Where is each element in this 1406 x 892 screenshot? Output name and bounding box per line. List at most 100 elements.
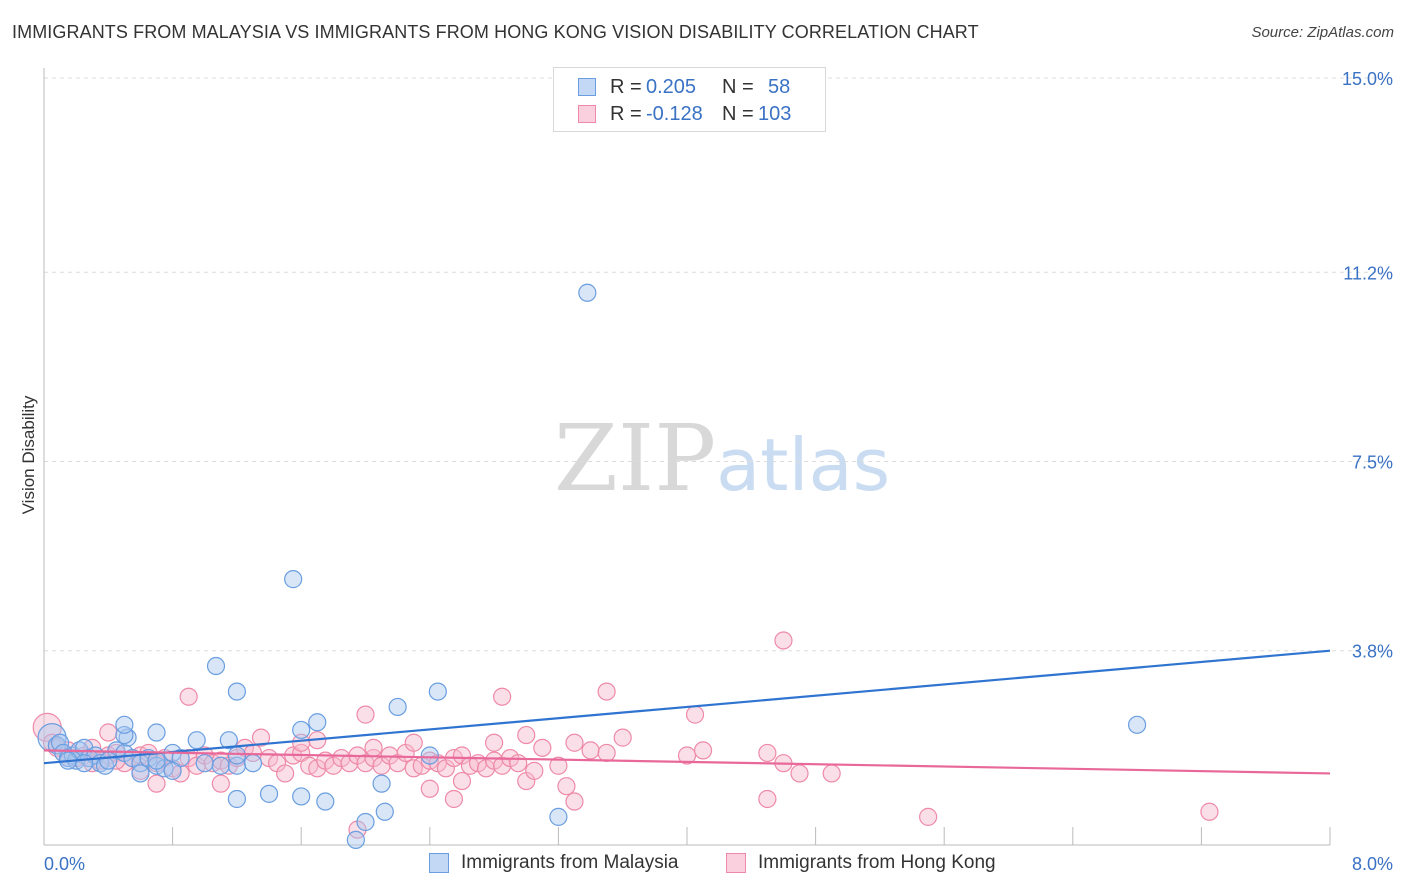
point-malaysia [1127,715,1147,734]
legend-r-value: 0.205 [646,75,697,98]
point-malaysia [549,807,568,826]
legend-r-label: R = [610,102,642,125]
trend-line-hong-kong [43,749,1331,775]
watermark-atlas: atlas [716,423,891,507]
legend-label-malaysia: Immigrants from Malaysia [461,852,679,873]
y-tick-labels: 3.8% 7.5% 11.2% 15.0% [1342,69,1393,662]
point-hong-kong [364,738,383,757]
point-hong-kong [693,741,713,760]
y-tick-label: 11.2% [1343,263,1393,283]
legend-row-hong-kong: R = -0.128 N = 103 [578,102,791,126]
point-hong-kong [493,687,512,706]
point-hong-kong [485,733,504,752]
watermark: ZIPatlas [554,405,890,512]
legend-n-label: N = [722,102,754,125]
point-hong-kong [525,761,544,780]
point-malaysia [420,746,439,765]
point-hong-kong [404,733,423,752]
point-hong-kong [1200,802,1219,821]
point-malaysia [163,761,182,780]
point-malaysia [206,656,226,676]
legend-row-malaysia: R = 0.205 N = 58 [578,75,790,99]
point-hong-kong [147,774,166,793]
correlation-legend: R = 0.205 N = 58 R = -0.128 N = 103 [553,67,826,132]
point-malaysia [375,802,394,821]
point-malaysia [356,812,375,832]
point-hong-kong [685,705,705,724]
point-hong-kong [597,743,616,763]
point-hong-kong [292,743,311,763]
point-malaysia [211,756,230,775]
point-malaysia [259,784,279,803]
series-legend: Immigrants from Malaysia Immigrants from… [0,852,1406,876]
point-malaysia [147,723,166,742]
point-malaysia [187,731,206,750]
point-hong-kong [557,777,576,796]
point-hong-kong [452,771,472,791]
point-hong-kong [420,779,439,798]
legend-item-hong-kong[interactable]: Immigrants from Hong Kong [726,852,996,874]
y-tick-label: 15.0% [1342,69,1393,89]
point-hong-kong [565,792,584,811]
legend-n-label: N = [722,75,754,98]
point-hong-kong [251,728,271,747]
legend-swatch-pink [578,105,596,123]
legend-r-label: R = [610,75,642,98]
point-hong-kong [919,807,938,826]
point-hong-kong [509,754,528,773]
point-hong-kong [758,743,777,763]
point-hong-kong [211,774,230,793]
point-malaysia [227,746,246,765]
point-hong-kong [517,725,536,745]
y-tick-label: 7.5% [1352,453,1393,473]
point-hong-kong [533,738,552,757]
y-tick-label: 3.8% [1352,642,1393,662]
point-malaysia [99,751,118,770]
trend-lines [43,649,1331,775]
point-hong-kong [444,789,464,809]
watermark-zip: ZIP [554,405,717,512]
point-malaysia [284,570,303,589]
y-axis-title: Vision Disability [19,395,38,514]
point-malaysia [428,682,447,701]
point-malaysia [388,697,407,717]
point-malaysia [578,283,597,302]
point-malaysia [115,725,134,745]
point-hong-kong [790,764,809,783]
point-hong-kong [549,756,568,775]
axes [43,68,1331,846]
point-malaysia [372,774,391,793]
legend-swatch-pink [726,853,746,873]
legend-r-value: -0.128 [646,102,703,125]
point-malaysia [292,720,311,740]
point-malaysia [346,830,365,849]
point-malaysia [219,731,238,750]
point-malaysia [75,754,94,773]
point-hong-kong [822,764,841,783]
x-tick-label: 8.0% [1352,854,1393,874]
legend-item-malaysia[interactable]: Immigrants from Malaysia [429,852,679,874]
x-tick-labels: 0.0% 8.0% [44,854,1393,874]
legend-label-hong-kong: Immigrants from Hong Kong [758,852,996,873]
point-hong-kong [774,631,793,650]
legend-n-value: 103 [758,102,792,125]
legend-swatch-blue [429,853,449,873]
point-malaysia [292,787,311,806]
point-malaysia [131,764,150,783]
point-malaysia [227,682,246,701]
source-credit: Source: ZipAtlas.com [1251,24,1394,41]
point-malaysia [195,754,214,773]
point-hong-kong [758,789,777,809]
point-hong-kong [356,705,375,724]
chart-title: IMMIGRANTS FROM MALAYSIA VS IMMIGRANTS F… [12,22,979,42]
series-malaysia-points [37,283,1147,849]
point-hong-kong [179,687,198,706]
x-tick-label: 0.0% [44,854,85,874]
grid-lines [44,77,1394,652]
point-malaysia [308,713,327,732]
point-hong-kong [613,728,632,747]
point-hong-kong [276,764,295,783]
point-malaysia [243,754,263,773]
point-hong-kong [581,741,600,760]
